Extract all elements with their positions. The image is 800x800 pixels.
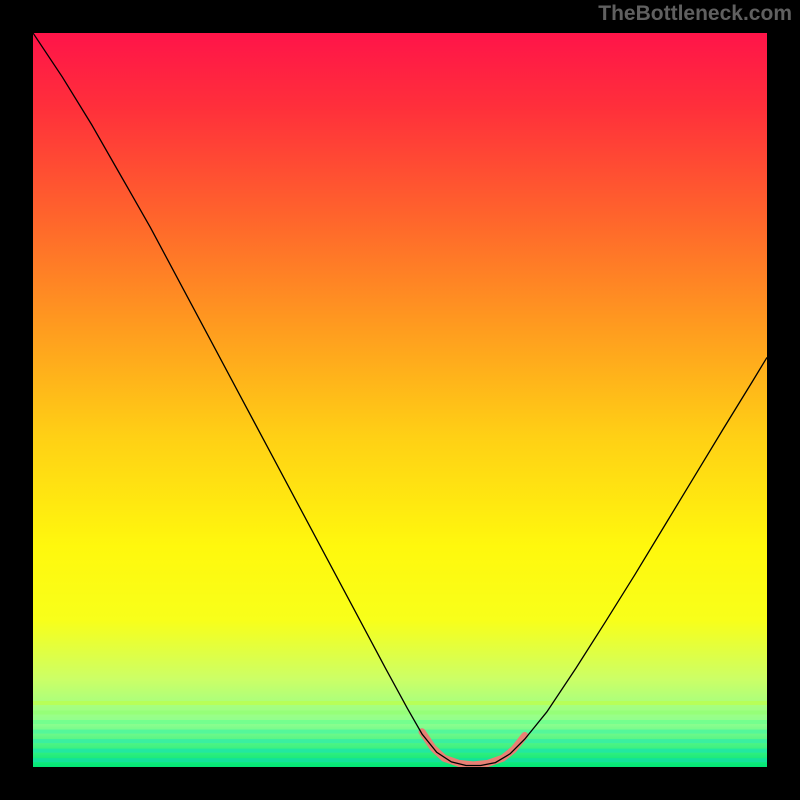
plot-area	[33, 33, 767, 767]
optimal-range-highlight	[422, 732, 525, 765]
figure-root: TheBottleneck.com	[0, 0, 800, 800]
bottleneck-curve	[33, 33, 767, 766]
watermark-text: TheBottleneck.com	[598, 2, 792, 26]
curve-layer	[33, 33, 767, 767]
